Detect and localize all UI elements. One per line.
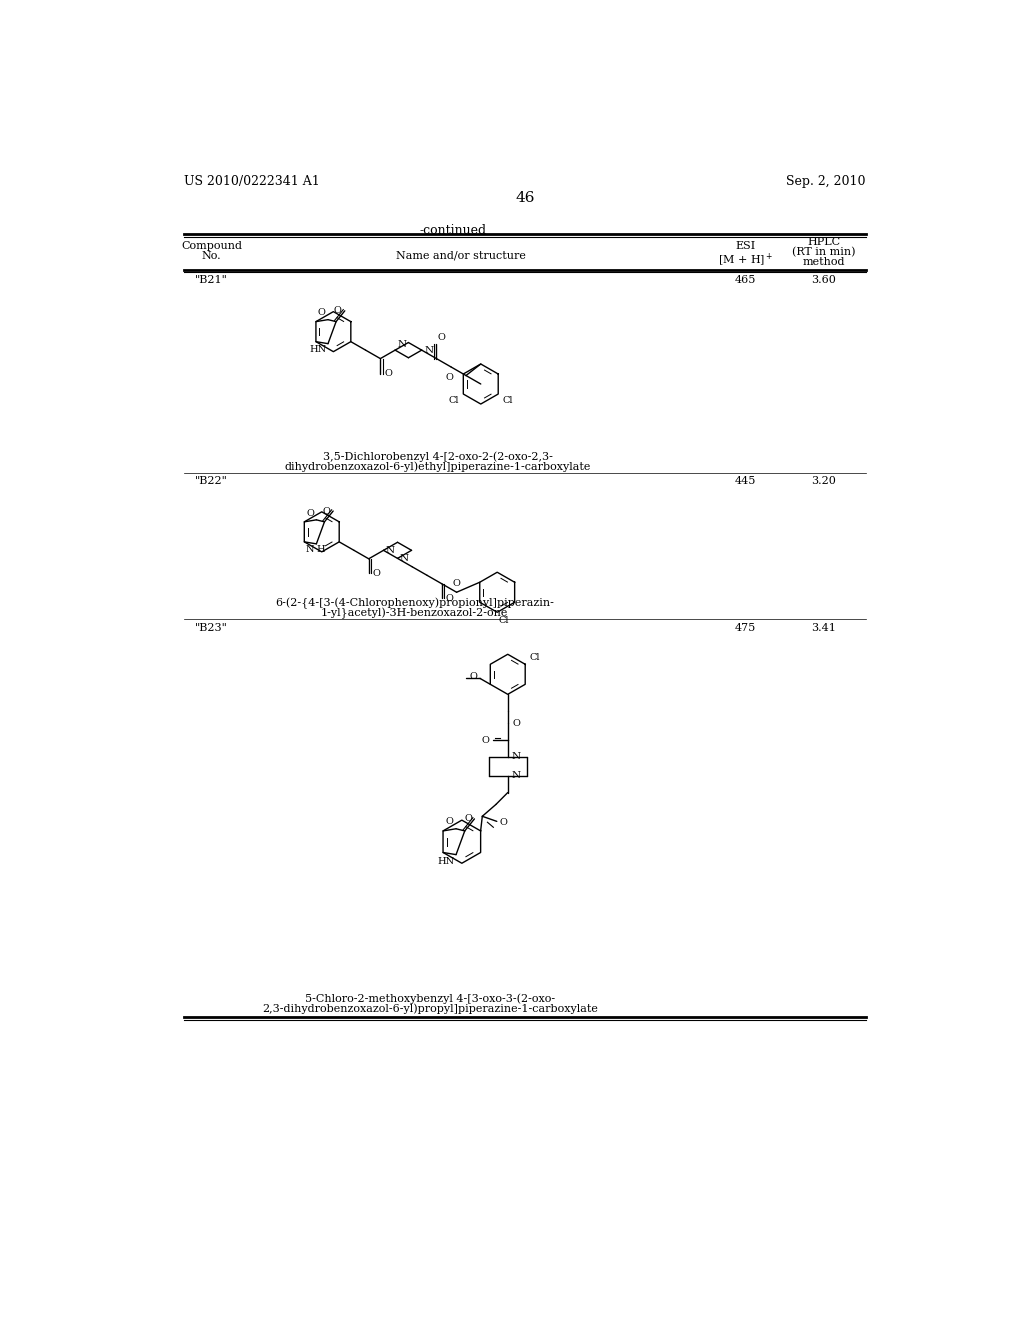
Text: N: N	[397, 339, 407, 348]
Text: O: O	[437, 333, 445, 342]
Text: 475: 475	[735, 623, 757, 632]
Text: O: O	[373, 569, 381, 578]
Text: 445: 445	[735, 477, 757, 486]
Text: [M + H]$^+$: [M + H]$^+$	[718, 251, 773, 268]
Text: 6-(2-{4-[3-(4-Chlorophenoxy)propionyl]piperazin-: 6-(2-{4-[3-(4-Chlorophenoxy)propionyl]pi…	[275, 598, 554, 609]
Text: 3,5-Dichlorobenzyl 4-[2-oxo-2-(2-oxo-2,3-: 3,5-Dichlorobenzyl 4-[2-oxo-2-(2-oxo-2,3…	[323, 451, 553, 462]
Text: O: O	[306, 508, 314, 517]
Text: N: N	[512, 752, 521, 762]
Text: dihydrobenzoxazol-6-yl)ethyl]piperazine-1-carboxylate: dihydrobenzoxazol-6-yl)ethyl]piperazine-…	[285, 461, 591, 471]
Text: HN: HN	[437, 857, 455, 866]
Text: O: O	[453, 579, 461, 589]
Text: Cl: Cl	[449, 396, 460, 405]
Text: US 2010/0222341 A1: US 2010/0222341 A1	[183, 176, 319, 189]
Text: ESI: ESI	[735, 240, 756, 251]
Text: O: O	[445, 594, 454, 603]
Text: Compound: Compound	[181, 240, 243, 251]
Text: N: N	[386, 546, 395, 554]
Text: Cl: Cl	[529, 653, 540, 663]
Text: "B22": "B22"	[196, 477, 228, 486]
Text: (RT in min): (RT in min)	[793, 247, 856, 257]
Text: "B23": "B23"	[196, 623, 228, 632]
Text: Sep. 2, 2010: Sep. 2, 2010	[786, 176, 866, 189]
Text: Name and/or structure: Name and/or structure	[396, 251, 526, 261]
Text: O: O	[481, 735, 489, 744]
Text: O: O	[445, 817, 454, 826]
Text: H: H	[316, 545, 325, 554]
Text: N: N	[424, 346, 433, 355]
Text: O: O	[464, 814, 472, 824]
Text: 465: 465	[735, 276, 757, 285]
Text: 3.60: 3.60	[811, 276, 837, 285]
Text: Cl: Cl	[499, 616, 509, 626]
Text: No.: No.	[202, 251, 221, 261]
Text: N: N	[399, 554, 409, 562]
Text: 46: 46	[515, 191, 535, 205]
Text: O: O	[384, 370, 392, 379]
Text: 2,3-dihydrobenzoxazol-6-yl)propyl]piperazine-1-carboxylate: 2,3-dihydrobenzoxazol-6-yl)propyl]pipera…	[262, 1003, 598, 1015]
Text: O: O	[512, 718, 520, 727]
Text: HPLC: HPLC	[807, 238, 841, 247]
Text: "B21": "B21"	[196, 276, 228, 285]
Text: O: O	[470, 672, 477, 681]
Text: HN: HN	[309, 346, 327, 354]
Text: 5-Chloro-2-methoxybenzyl 4-[3-oxo-3-(2-oxo-: 5-Chloro-2-methoxybenzyl 4-[3-oxo-3-(2-o…	[305, 994, 555, 1005]
Text: N: N	[305, 545, 314, 554]
Text: O: O	[500, 818, 508, 828]
Text: method: method	[803, 257, 845, 267]
Text: -continued: -continued	[420, 224, 487, 236]
Text: 1-yl}acetyl)-3H-benzoxazol-2-one: 1-yl}acetyl)-3H-benzoxazol-2-one	[322, 607, 509, 619]
Text: N: N	[512, 771, 521, 780]
Text: O: O	[323, 507, 330, 516]
Text: O: O	[334, 306, 342, 315]
Text: 3.41: 3.41	[811, 623, 837, 632]
Text: O: O	[317, 309, 326, 317]
Text: Cl: Cl	[502, 396, 513, 405]
Text: O: O	[445, 374, 454, 383]
Text: 3.20: 3.20	[811, 477, 837, 486]
